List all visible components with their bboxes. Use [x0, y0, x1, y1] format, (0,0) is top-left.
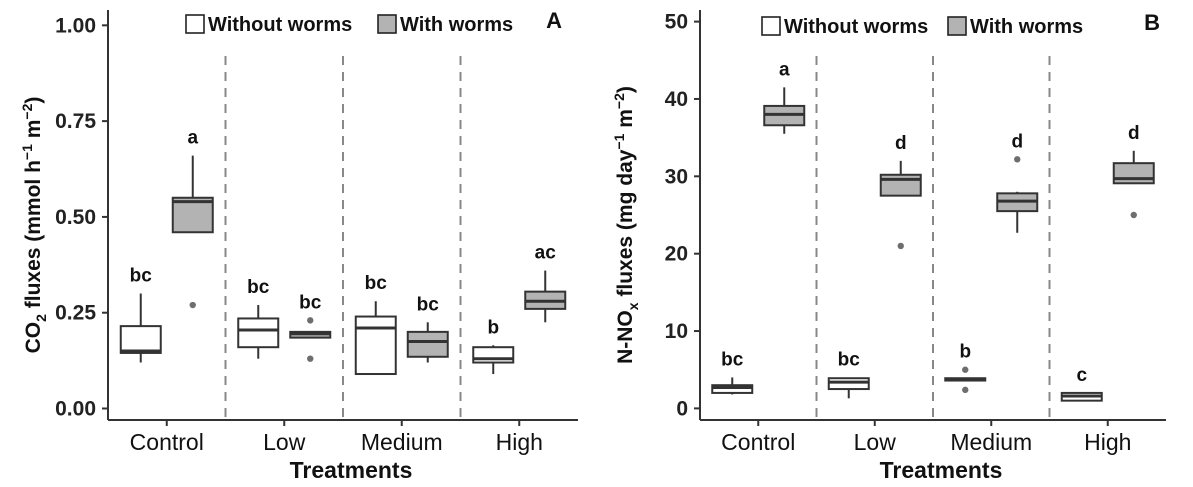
box-outlier: [897, 242, 904, 250]
legend-label: With worms: [400, 14, 513, 36]
significance-label: a: [779, 59, 790, 80]
box-with-high: d: [1112, 123, 1155, 219]
box-without-medium: b: [944, 342, 987, 394]
y-axis-title: CO2 fluxes (mmol h−1 m−2): [19, 97, 49, 354]
box-body: [879, 173, 922, 197]
significance-label: bc: [299, 292, 322, 313]
box-body: [119, 325, 162, 354]
y-tick-label: 0.50: [55, 206, 96, 229]
box-outlier: [307, 317, 314, 324]
legend-label: With worms: [970, 16, 1083, 38]
x-tick-label: Low: [263, 429, 306, 455]
x-tick-label: Control: [130, 429, 204, 455]
significance-label: b: [487, 317, 499, 338]
box-outlier: [307, 355, 314, 362]
box-body: [354, 315, 397, 376]
box-body: [171, 196, 214, 234]
significance-label: bc: [365, 273, 388, 294]
y-tick-label: 40: [665, 88, 688, 111]
box-without-low: bc: [827, 349, 870, 399]
box-with-medium: d: [996, 131, 1039, 233]
significance-label: bc: [247, 277, 270, 298]
box-outlier: [1014, 156, 1021, 163]
legend-swatch: [377, 14, 397, 34]
x-tick-label: High: [1084, 429, 1131, 455]
y-tick-label: 0.00: [55, 398, 96, 421]
significance-label: d: [1128, 123, 1140, 144]
box-outlier: [962, 386, 969, 394]
y-tick-label: 0.75: [55, 110, 96, 133]
box-body: [1112, 162, 1155, 185]
panel-label: A: [546, 8, 562, 33]
significance-label: b: [959, 342, 971, 363]
box-without-high: c: [1060, 365, 1103, 402]
y-axis-title: N-NOx fluxes (mg day−1 m−2): [611, 86, 641, 364]
x-tick-label: Medium: [361, 429, 443, 455]
x-axis-title: Treatments: [880, 457, 1003, 483]
significance-label: ac: [535, 243, 557, 264]
legend-label: Without worms: [784, 16, 928, 38]
box-with-medium: bc: [406, 294, 449, 363]
box-outlier: [189, 301, 196, 309]
box-body: [406, 330, 449, 358]
y-tick-label: 0: [676, 397, 688, 420]
box-body: [827, 377, 870, 391]
x-tick-label: Medium: [950, 429, 1032, 455]
significance-label: d: [895, 133, 907, 154]
x-tick-label: Control: [721, 429, 795, 455]
chart-panel-a: 0.00 0.25 0.50 0.75 1.00 Control Low Medium High…: [19, 8, 578, 483]
legend-swatch: [185, 14, 205, 34]
box-without-medium: bc: [354, 273, 397, 376]
y-tick-label: 0.25: [55, 302, 96, 325]
significance-label: c: [1076, 365, 1087, 386]
y-tick-label: 30: [665, 165, 688, 188]
box-with-high: ac: [524, 243, 567, 323]
box-body: [711, 384, 754, 394]
box-body: [237, 317, 280, 349]
y-tick-label: 50: [665, 11, 688, 34]
significance-label: bc: [838, 349, 861, 370]
y-tick-label: 1.00: [55, 14, 96, 37]
legend: Without worms With worms: [761, 16, 1083, 38]
box-with-control: a: [763, 59, 806, 134]
box-outlier: [1130, 211, 1137, 219]
x-tick-label: High: [496, 429, 543, 455]
legend: Without worms With worms: [185, 14, 513, 36]
x-tick-label: Low: [854, 429, 897, 455]
legend-label: Without worms: [208, 14, 352, 36]
significance-label: a: [187, 128, 198, 149]
x-axis-title: Treatments: [290, 457, 413, 483]
significance-label: d: [1011, 131, 1023, 152]
legend-swatch: [761, 16, 781, 36]
y-tick-label: 10: [665, 320, 688, 343]
y-tick-label: 20: [665, 243, 688, 266]
box-without-control: bc: [119, 266, 162, 363]
box-without-control: bc: [711, 349, 754, 395]
legend-swatch: [947, 16, 967, 36]
significance-label: bc: [417, 294, 440, 315]
box-without-low: bc: [237, 277, 280, 359]
significance-label: bc: [721, 349, 744, 370]
box-with-control: a: [171, 128, 214, 309]
box-outlier: [962, 366, 969, 373]
box-with-low: d: [879, 133, 922, 250]
box-with-low: bc: [289, 292, 332, 362]
panel-label: B: [1144, 10, 1160, 35]
significance-label: bc: [130, 266, 153, 287]
box-without-high: b: [472, 317, 515, 375]
chart-panel-b: 0 10 20 30 40 50 Control Low Medium High Treatment…: [611, 10, 1166, 483]
box-body: [472, 346, 515, 364]
